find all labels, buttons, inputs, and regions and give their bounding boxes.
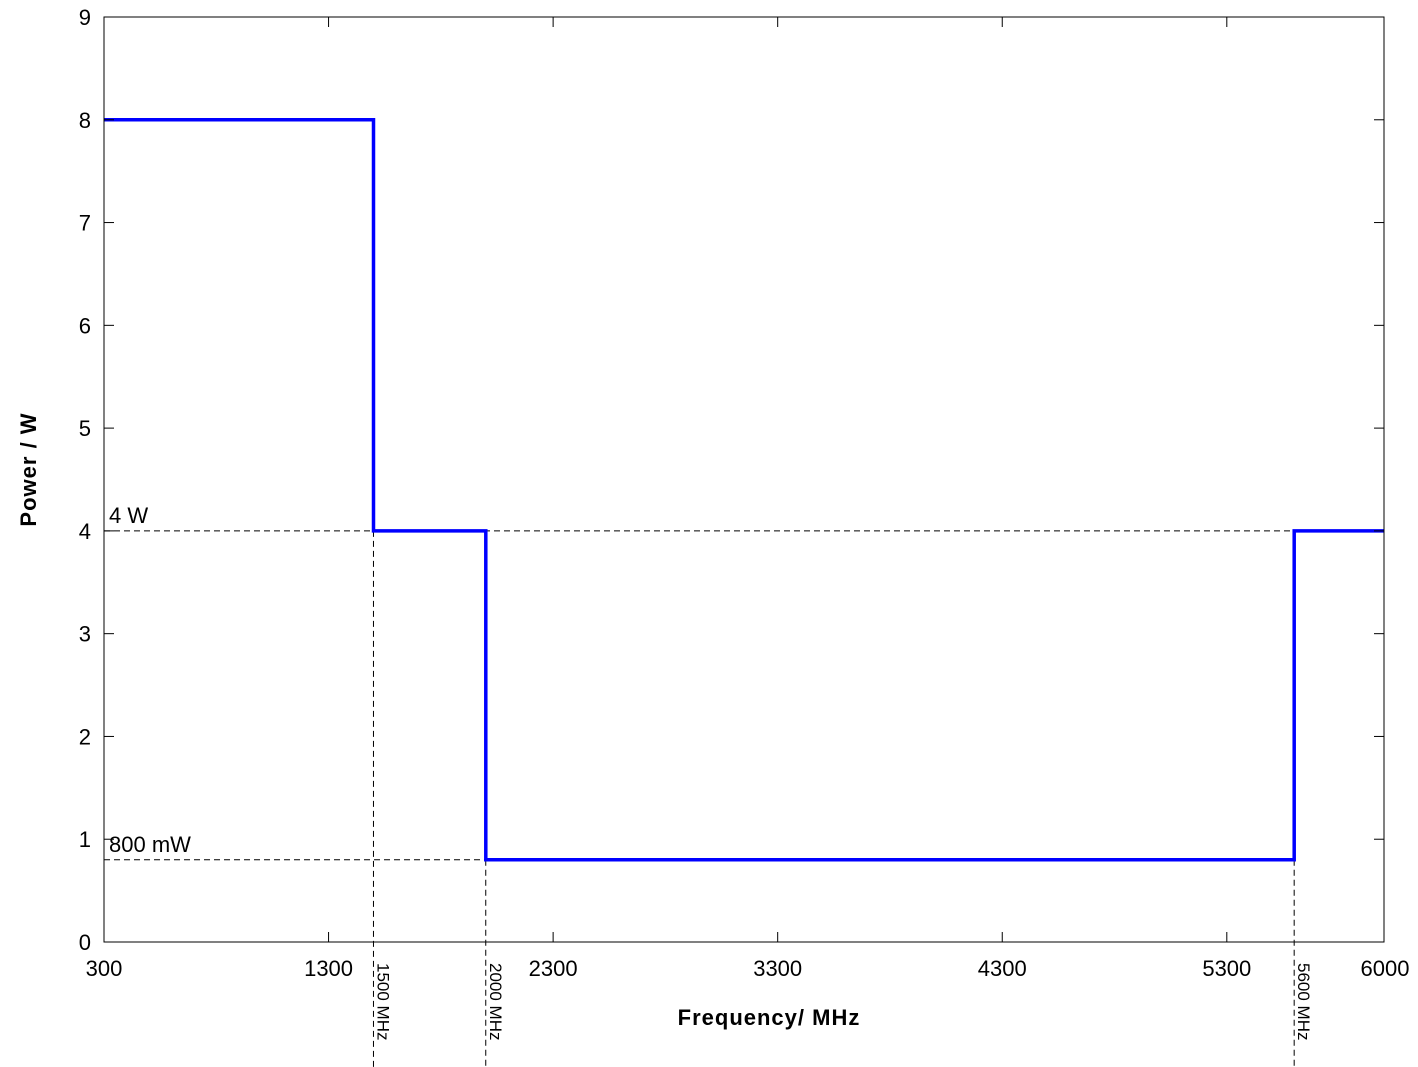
x-tick-label: 4300 [978,956,1027,981]
x-tick-label: 300 [86,956,123,981]
y-tick-label: 5 [79,416,91,441]
y-tick-label: 1 [79,827,91,852]
reference-label-vertical: 5600 MHz [1294,963,1313,1040]
x-axis-title: Frequency/ MHz [678,1005,861,1030]
reference-label-vertical: 1500 MHz [373,963,392,1040]
x-tick-label: 6000 [1361,956,1410,981]
axis-tick-labels: 300 1300 2300 3300 4300 5300 6000 0 1 2 3 4 5 6 7 8 9 [79,5,1410,981]
reference-label-vertical: 2000 MHz [486,963,505,1040]
y-tick-label: 4 [79,519,91,544]
series-layer [104,118,1384,862]
y-axis-title: Power / W [16,412,41,526]
y-tick-label: 2 [79,724,91,749]
x-tick-label: 3300 [753,956,802,981]
y-tick-label: 6 [79,313,91,338]
x-tick-label: 1300 [304,956,353,981]
x-tick-label: 2300 [529,956,578,981]
plot-area-frame [103,16,1385,943]
axis-ticks [103,16,1385,943]
y-tick-label: 3 [79,622,91,647]
y-tick-label: 7 [79,211,91,236]
x-tick-label: 5300 [1202,956,1251,981]
y-tick-label: 0 [79,930,91,955]
reference-label: 4 W [109,503,148,528]
power-limit-series-line [104,118,1384,862]
reference-label: 800 mW [109,832,191,857]
y-tick-label: 8 [79,108,91,133]
y-tick-label: 9 [79,5,91,30]
reference-lines: 4 W 800 mW 1500 MHz 2000 MHz 5600 MHz [104,503,1384,1067]
